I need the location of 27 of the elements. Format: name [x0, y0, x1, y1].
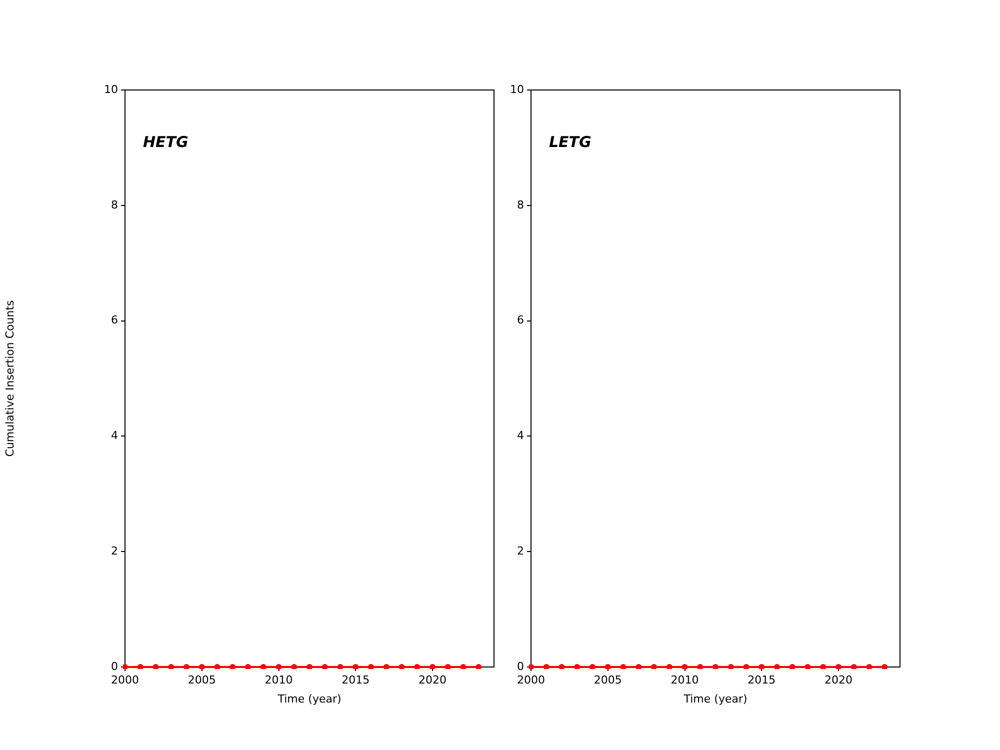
y-tick-label: 0	[111, 660, 118, 673]
x-tick-label: 2000	[517, 673, 545, 686]
y-tick-label: 0	[517, 660, 524, 673]
y-tick-label: 4	[517, 429, 524, 442]
y-tick-label: 6	[111, 314, 118, 327]
x-tick-label: 2005	[188, 673, 216, 686]
y-tick-label: 2	[517, 544, 524, 558]
x-tick-label: 2010	[670, 673, 699, 686]
y-tick-label: 6	[517, 314, 524, 327]
x-tick-label: 2015	[342, 673, 370, 686]
y-tick-label: 8	[111, 198, 118, 212]
annotation: HETG	[143, 132, 188, 151]
y-tick-label: 4	[111, 429, 118, 442]
x-tick-label: 2010	[264, 673, 293, 686]
x-tick-label: 2020	[418, 673, 446, 686]
y-tick-label: 8	[517, 198, 524, 212]
x-tick-label: 2015	[748, 673, 776, 686]
y-axis-title: Cumulative Insertion Counts	[3, 300, 16, 457]
x-tick-label: 2000	[111, 673, 139, 686]
x-axis-title: Time (year)	[682, 692, 748, 706]
x-tick-label: 2005	[594, 673, 622, 686]
y-tick-label: 10	[510, 82, 524, 96]
y-tick-label: 10	[104, 82, 118, 96]
x-tick-label: 2020	[824, 673, 852, 686]
y-tick-label: 2	[111, 544, 118, 558]
x-axis-title: Time (year)	[276, 692, 342, 706]
annotation: LETG	[549, 132, 592, 151]
